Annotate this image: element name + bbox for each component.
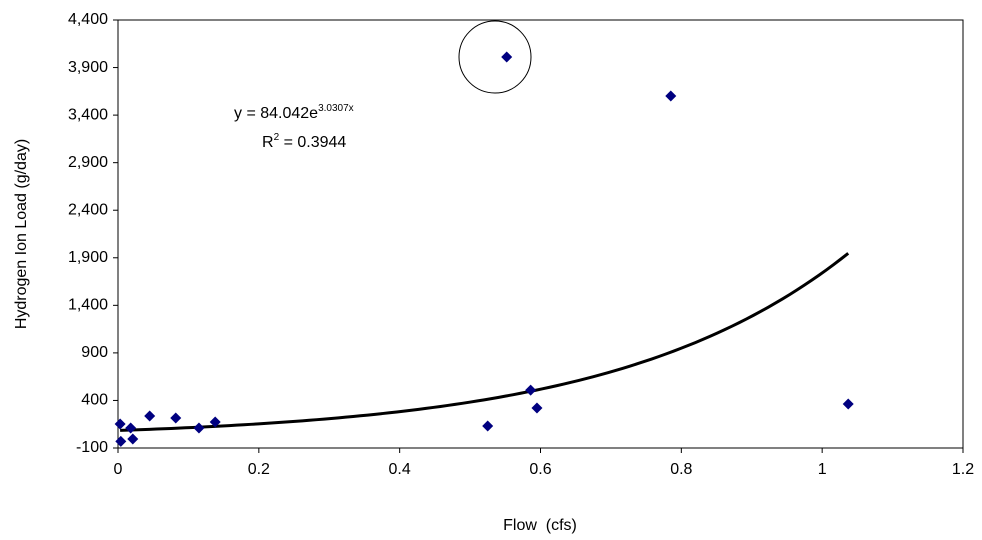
- r2-exponent: 2: [274, 132, 280, 143]
- x-tick-label: 1: [818, 461, 827, 478]
- plot-area: [117, 19, 964, 449]
- y-tick-label: 3,900: [68, 59, 108, 76]
- equation-text: y = 84.042e: [234, 105, 318, 122]
- data-point: [209, 416, 221, 428]
- data-point: [665, 90, 677, 102]
- r2-value: = 0.3944: [279, 134, 346, 151]
- highlight-circle: [458, 20, 532, 94]
- data-point: [170, 412, 182, 424]
- r-squared: R2 = 0.3944: [262, 132, 346, 152]
- y-tick-label: 2,900: [68, 154, 108, 171]
- data-point: [125, 422, 137, 434]
- data-point: [115, 435, 127, 447]
- y-tick-label: 900: [81, 344, 108, 361]
- x-tick-label: 0.4: [389, 461, 411, 478]
- data-point: [193, 422, 205, 434]
- x-tick-label: 0.2: [248, 461, 270, 478]
- x-tick-label: 0: [114, 461, 123, 478]
- y-tick-label: 3,400: [68, 106, 108, 123]
- data-point: [525, 384, 537, 396]
- data-point: [114, 418, 126, 430]
- data-point: [144, 410, 156, 422]
- y-tick-label: 400: [81, 392, 108, 409]
- x-tick-label: 0.8: [670, 461, 692, 478]
- y-tick-label: 1,900: [68, 249, 108, 266]
- x-axis-title: Flow (cfs): [503, 517, 577, 534]
- data-point: [127, 433, 139, 445]
- data-point: [482, 420, 494, 432]
- x-tick-label: 1.2: [952, 461, 974, 478]
- data-point: [531, 402, 543, 414]
- equation-exponent: 3.0307x: [318, 103, 354, 114]
- trend-equation: y = 84.042e3.0307x: [234, 103, 354, 123]
- trendline: [120, 252, 850, 432]
- y-tick-label: 4,400: [68, 11, 108, 28]
- x-tick-label: 0.6: [529, 461, 551, 478]
- y-axis-title: Hydrogen Ion Load (g/day): [13, 139, 30, 329]
- y-tick-label: -100: [76, 439, 108, 456]
- y-tick-label: 2,400: [68, 201, 108, 218]
- data-point: [501, 51, 513, 63]
- r2-label: R: [262, 134, 274, 151]
- y-tick-label: 1,400: [68, 297, 108, 314]
- data-point: [842, 398, 854, 410]
